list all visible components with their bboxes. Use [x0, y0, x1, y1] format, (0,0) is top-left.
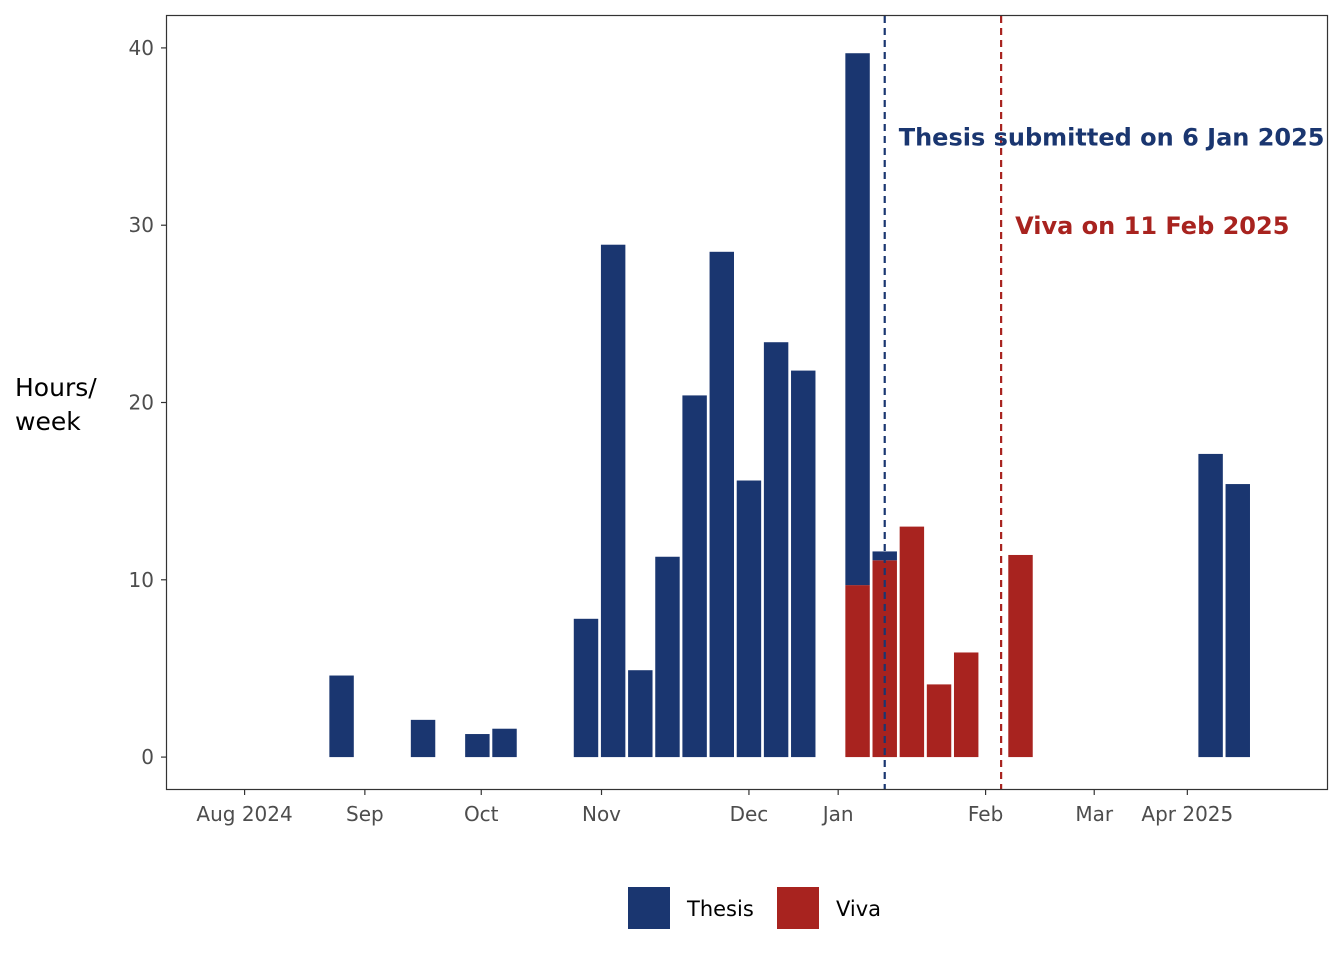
x-axis: Aug 2024 Sep Oct Nov Dec Jan Feb Mar Apr 2025 [196, 789, 1233, 826]
x-tick-label-2025-04-01: Apr 2025 [1141, 802, 1233, 826]
bar-thesis-2025-01-06 [845, 53, 870, 586]
bar-thesis-2025-04-07 [1198, 453, 1223, 758]
x-tick-label-2024-11-01: Nov [582, 802, 621, 826]
bar-thesis-2024-10-07 [492, 728, 517, 758]
bar-thesis-2025-01-13 [872, 551, 897, 561]
legend-label-thesis: Thesis [686, 897, 754, 921]
x-tick-label-2024-12-09: Dec [730, 802, 769, 826]
bar-thesis-2024-09-30 [465, 734, 490, 758]
bar-thesis-2024-10-28 [573, 618, 599, 758]
bar-viva-2025-02-17 [1008, 554, 1033, 758]
bar-thesis-2024-12-23 [791, 370, 816, 758]
y-tick-label-0: 0 [141, 745, 154, 769]
bar-viva-2025-02-03 [953, 652, 979, 758]
bar-thesis-2025-04-14 [1225, 484, 1250, 758]
legend-label-viva: Viva [836, 897, 881, 921]
bar-thesis-2024-11-18 [655, 556, 680, 758]
bar-thesis-2024-12-02 [709, 251, 734, 758]
y-tick-label-10: 10 [129, 568, 154, 592]
bar-thesis-2024-09-16 [410, 719, 436, 758]
bar-viva-2025-01-06 [845, 585, 870, 758]
bars-layer [329, 53, 1250, 758]
legend: Thesis Viva [628, 887, 881, 929]
bar-thesis-2024-12-09 [736, 480, 762, 758]
annotations-layer: Thesis submitted on 6 Jan 2025 Viva on 11… [899, 124, 1325, 241]
x-tick-label-2025-03-08: Mar [1075, 802, 1114, 826]
x-tick-label-2024-08-01: Aug 2024 [196, 802, 292, 826]
y-tick-label-40: 40 [129, 36, 154, 60]
bar-viva-2025-01-20 [899, 526, 925, 758]
y-tick-label-30: 30 [129, 213, 154, 237]
annotation-label-1: Thesis submitted on 6 Jan 2025 [899, 124, 1325, 152]
x-tick-label-2024-09-01: Sep [346, 802, 384, 826]
y-tick-label-20: 20 [129, 391, 154, 415]
y-axis-title-line-2: week [15, 407, 81, 436]
y-axis-title-line-1: Hours/ [15, 373, 97, 402]
x-tick-label-2024-10-01: Oct [464, 802, 499, 826]
legend-key-viva [777, 887, 819, 929]
y-axis: 0 10 20 30 40 [129, 36, 167, 769]
bar-thesis-2024-11-11 [628, 670, 653, 758]
y-axis-title: Hours/ week [15, 373, 105, 436]
reference-lines-layer [883, 16, 1003, 789]
annotation-label-2: Viva on 11 Feb 2025 [1015, 212, 1289, 240]
legend-key-thesis [628, 887, 670, 929]
x-tick-label-2025-02-08: Feb [968, 802, 1003, 826]
bar-thesis-2024-11-25 [682, 395, 707, 758]
x-tick-label-2025-01-01: Jan [821, 802, 854, 826]
bar-thesis-2024-11-04 [600, 244, 626, 758]
bar-thesis-2024-12-16 [763, 342, 789, 758]
bar-viva-2025-01-27 [926, 684, 952, 758]
bar-thesis-2024-08-26 [329, 675, 354, 758]
